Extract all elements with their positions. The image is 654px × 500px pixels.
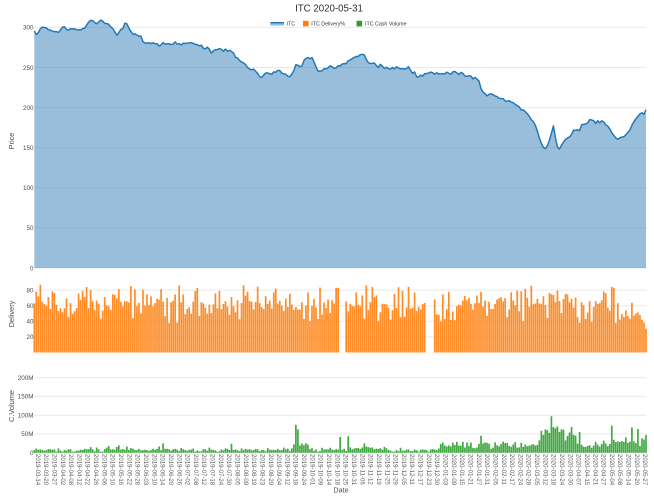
svg-text:2019-03-14: 2019-03-14 (34, 454, 41, 486)
svg-text:2019-09-12: 2019-09-12 (283, 454, 290, 486)
svg-text:ITC Cash Volume: ITC Cash Volume (365, 22, 407, 28)
svg-text:2019-12-11: 2019-12-11 (408, 454, 415, 485)
svg-text:50M: 50M (21, 431, 33, 438)
svg-text:2019-10-18: 2019-10-18 (333, 454, 340, 486)
svg-text:2019-08-09: 2019-08-09 (242, 454, 249, 486)
svg-text:2020-01-31: 2020-01-31 (483, 454, 490, 486)
svg-text:2019-11-12: 2019-11-12 (367, 454, 374, 485)
svg-text:2020-05-04: 2020-05-04 (608, 454, 615, 486)
svg-text:Date: Date (333, 486, 348, 495)
svg-text:2020-04-15: 2020-04-15 (583, 454, 590, 486)
svg-text:2020-03-30: 2020-03-30 (566, 454, 573, 486)
svg-text:2019-11-25: 2019-11-25 (383, 454, 390, 485)
svg-text:ITC: ITC (287, 22, 296, 28)
svg-text:C.Volume: C.Volume (7, 390, 16, 422)
svg-text:2019-07-02: 2019-07-02 (184, 454, 191, 486)
svg-text:50: 50 (26, 225, 34, 232)
svg-text:2020-05-14: 2020-05-14 (625, 454, 632, 486)
svg-text:2019-04-26: 2019-04-26 (92, 454, 99, 486)
svg-text:2019-05-22: 2019-05-22 (125, 454, 132, 486)
svg-text:2019-04-22: 2019-04-22 (84, 454, 91, 486)
svg-text:100: 100 (23, 185, 34, 192)
svg-text:2019-11-06: 2019-11-06 (358, 454, 365, 485)
svg-text:2020-04-27: 2020-04-27 (600, 454, 607, 486)
svg-text:2020-05-08: 2020-05-08 (616, 454, 623, 486)
svg-text:2019-09-18: 2019-09-18 (292, 454, 299, 486)
svg-text:2019-05-06: 2019-05-06 (100, 454, 107, 486)
svg-text:2020-02-05: 2020-02-05 (491, 454, 498, 486)
svg-text:2020-01-03: 2020-01-03 (442, 454, 449, 486)
svg-text:80: 80 (26, 287, 34, 294)
svg-text:2019-03-20: 2019-03-20 (42, 454, 49, 486)
svg-text:2019-04-12: 2019-04-12 (75, 454, 82, 486)
svg-text:2020-02-28: 2020-02-28 (525, 454, 532, 486)
svg-text:2019-07-30: 2019-07-30 (225, 454, 232, 486)
svg-text:2020-04-21: 2020-04-21 (591, 454, 598, 486)
svg-text:2019-11-29: 2019-11-29 (392, 454, 399, 485)
svg-text:2019-12-17: 2019-12-17 (417, 454, 424, 486)
svg-text:2019-08-19: 2019-08-19 (250, 454, 257, 486)
svg-text:2019-05-16: 2019-05-16 (117, 454, 124, 486)
svg-text:2020-01-21: 2020-01-21 (466, 454, 473, 486)
svg-text:2020-01-09: 2020-01-09 (450, 454, 457, 486)
svg-text:Price: Price (7, 133, 16, 150)
svg-text:2019-06-10: 2019-06-10 (150, 454, 157, 486)
svg-text:0: 0 (30, 450, 34, 457)
svg-text:200M: 200M (18, 375, 34, 382)
svg-text:150: 150 (23, 145, 34, 152)
svg-text:2019-08-05: 2019-08-05 (233, 454, 240, 486)
svg-text:2019-12-05: 2019-12-05 (400, 454, 407, 486)
svg-text:2019-11-19: 2019-11-19 (375, 454, 382, 485)
svg-text:2019-06-03: 2019-06-03 (142, 454, 149, 486)
svg-text:2019-03-27: 2019-03-27 (50, 454, 57, 486)
svg-text:ITC 2020-05-31: ITC 2020-05-31 (295, 3, 363, 14)
svg-text:60: 60 (26, 303, 34, 310)
svg-text:2019-10-31: 2019-10-31 (350, 454, 357, 486)
svg-text:20: 20 (26, 334, 34, 341)
svg-text:2019-10-01: 2019-10-01 (308, 454, 315, 486)
svg-text:100M: 100M (18, 413, 34, 420)
svg-text:250: 250 (23, 65, 34, 72)
svg-text:200: 200 (23, 105, 34, 112)
svg-text:2019-12-23: 2019-12-23 (425, 454, 432, 486)
svg-text:2020-02-11: 2020-02-11 (500, 454, 507, 485)
svg-text:2019-08-23: 2019-08-23 (258, 454, 265, 486)
svg-text:2020-04-07: 2020-04-07 (575, 454, 582, 486)
svg-text:2019-06-26: 2019-06-26 (175, 454, 182, 486)
svg-text:2019-10-14: 2019-10-14 (325, 454, 332, 486)
svg-text:2019-07-08: 2019-07-08 (192, 454, 199, 486)
svg-text:0: 0 (30, 265, 34, 272)
svg-text:2019-04-08: 2019-04-08 (67, 454, 74, 486)
svg-text:2019-09-04: 2019-09-04 (275, 454, 282, 486)
svg-text:2020-03-24: 2020-03-24 (558, 454, 565, 486)
svg-text:ITC Delivery%: ITC Delivery% (311, 22, 345, 28)
svg-text:2019-10-25: 2019-10-25 (342, 454, 349, 486)
svg-text:2019-07-18: 2019-07-18 (209, 454, 216, 486)
svg-text:2020-03-05: 2020-03-05 (533, 454, 540, 486)
svg-text:40: 40 (26, 319, 34, 326)
svg-text:2019-08-29: 2019-08-29 (267, 454, 274, 486)
svg-text:2019-10-09: 2019-10-09 (317, 454, 324, 486)
svg-text:2020-03-18: 2020-03-18 (550, 454, 557, 486)
svg-text:2019-12-30: 2019-12-30 (433, 454, 440, 486)
svg-text:2019-06-20: 2019-06-20 (167, 454, 174, 486)
svg-text:2020-01-15: 2020-01-15 (458, 454, 465, 486)
svg-text:2020-03-12: 2020-03-12 (541, 454, 548, 486)
svg-text:2020-05-20: 2020-05-20 (633, 454, 640, 486)
svg-text:300: 300 (23, 25, 34, 32)
svg-text:2019-05-28: 2019-05-28 (134, 454, 141, 486)
svg-text:2019-07-12: 2019-07-12 (200, 454, 207, 486)
svg-text:2019-05-10: 2019-05-10 (109, 454, 116, 486)
svg-text:2019-04-02: 2019-04-02 (59, 454, 66, 486)
svg-text:Delivery: Delivery (7, 300, 16, 327)
svg-text:2020-01-27: 2020-01-27 (475, 454, 482, 486)
svg-text:2019-06-14: 2019-06-14 (159, 454, 166, 486)
svg-text:2020-02-17: 2020-02-17 (508, 454, 515, 486)
svg-text:2019-09-24: 2019-09-24 (300, 454, 307, 486)
svg-text:2019-07-24: 2019-07-24 (217, 454, 224, 486)
svg-text:150M: 150M (18, 394, 34, 401)
svg-text:2020-05-27: 2020-05-27 (641, 454, 648, 486)
svg-text:2020-02-24: 2020-02-24 (516, 454, 523, 486)
